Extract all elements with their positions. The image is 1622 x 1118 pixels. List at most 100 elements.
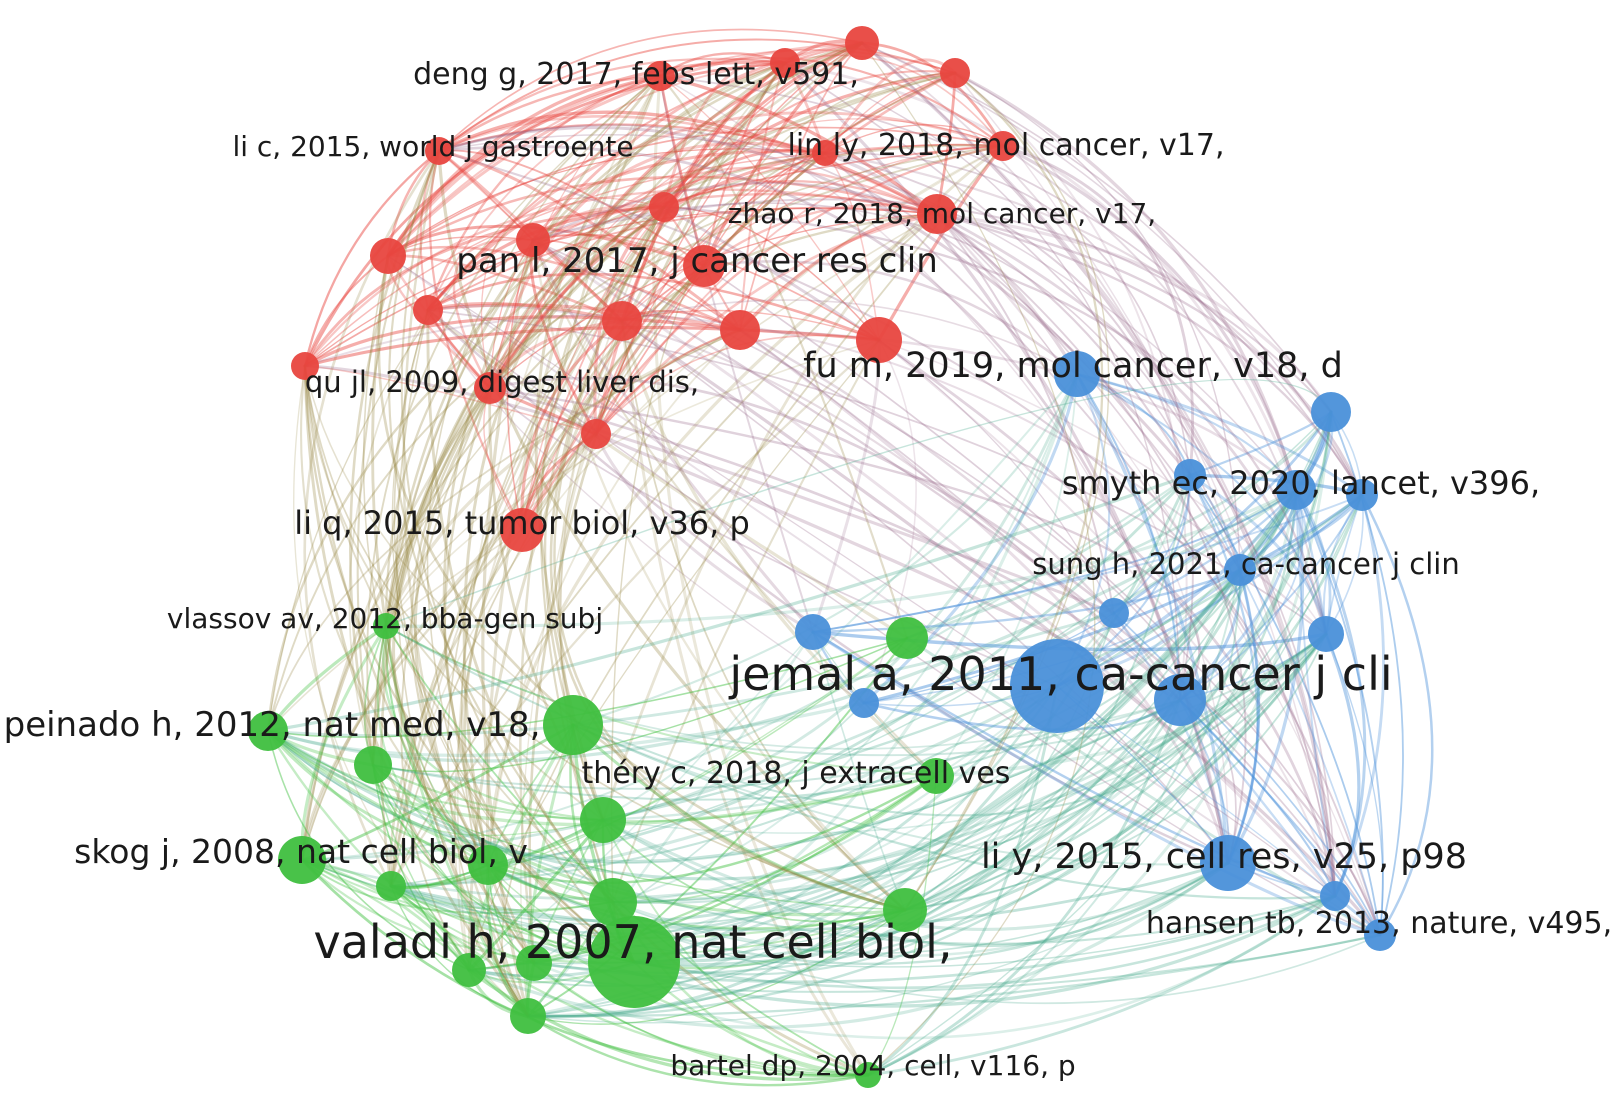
network-node-49[interactable] [452,953,486,987]
node-label-linly[interactable]: lin ly, 2018, mol cancer, v17, [788,128,1225,163]
network-link-326 [372,699,1181,790]
network-link-504 [1189,474,1381,936]
network-link-60 [387,126,1004,257]
network-node-10[interactable] [683,245,725,287]
network-node-11[interactable] [370,238,406,274]
network-link-490 [266,632,1328,881]
node-label-thery[interactable]: théry c, 2018, j extracell ves [582,756,1011,791]
network-node-0[interactable] [845,26,879,60]
network-node-12[interactable] [413,295,443,325]
network-node-39[interactable] [354,746,392,784]
network-node-36[interactable] [886,617,928,659]
network-link-175 [621,320,906,911]
network-node-29[interactable] [1010,639,1104,733]
node-label-pan[interactable]: pan l, 2017, j cancer res clin [456,241,938,281]
network-link-89 [438,149,705,267]
network-node-25[interactable] [1224,554,1256,586]
network-link-129 [390,213,938,887]
node-label-smyth[interactable]: smyth ec, 2020, lancet, v396, [1062,464,1540,502]
network-node-19[interactable] [500,508,544,552]
network-node-41[interactable] [580,797,626,843]
network-node-1[interactable] [940,58,970,88]
node-label-fum[interactable]: fu m, 2019, mol cancer, v18, d [803,346,1343,386]
network-node-4[interactable] [988,131,1018,161]
network-node-7[interactable] [649,192,679,222]
network-node-15[interactable] [856,317,902,363]
network-node-35[interactable] [373,613,399,639]
network-node-37[interactable] [543,695,603,755]
node-label-liy[interactable]: li y, 2015, cell res, v25, p98 [981,837,1467,877]
network-link-417 [371,71,957,767]
node-label-jemal[interactable]: jemal a, 2011, ca-cancer j cli [728,647,1392,701]
network-node-44[interactable] [376,871,406,901]
network-link-47 [386,74,662,258]
network-link-116 [738,212,939,332]
network-link-184 [384,328,742,628]
network-node-48[interactable] [588,916,680,1008]
network-node-22[interactable] [1174,459,1206,491]
network-node-16[interactable] [291,352,319,380]
network-node-46[interactable] [883,888,927,932]
network-link-365 [525,723,575,1018]
node-label-valadi[interactable]: valadi h, 2007, nat cell biol, [314,915,953,969]
network-link-352 [384,624,530,1018]
network-link-204 [303,364,636,964]
network-node-33[interactable] [1320,881,1350,911]
network-link-27 [301,72,956,861]
network-node-38[interactable] [248,711,288,751]
network-link-378 [486,774,938,885]
network-node-6[interactable] [425,137,453,165]
node-label-liq[interactable]: li q, 2015, tumor biol, v36, p [294,504,750,542]
node-label-zhao[interactable]: zhao r, 2018, mol cancer, v17, [728,197,1156,230]
network-node-30[interactable] [1154,674,1206,726]
network-node-3[interactable] [645,61,675,91]
node-label-skog[interactable]: skog j, 2008, nat cell biol, v [74,832,528,871]
network-node-42[interactable] [278,836,326,884]
network-link-182 [738,328,1230,865]
network-link-460 [303,364,536,965]
network-node-20[interactable] [1054,351,1100,397]
network-link-120 [935,212,1333,414]
node-label-lic[interactable]: li c, 2015, world j gastroente [232,130,633,163]
network-link-375 [372,764,470,971]
network-node-18[interactable] [581,419,611,449]
node-label-vlassov[interactable]: vlassov av, 2012, bba-gen subj [167,602,603,635]
network-node-31[interactable] [849,688,879,718]
network-node-27[interactable] [1308,616,1344,652]
network-node-8[interactable] [917,194,957,234]
network-link-111 [453,205,666,972]
network-node-23[interactable] [1276,470,1316,510]
network-node-5[interactable] [812,140,838,166]
network-node-51[interactable] [855,1062,881,1088]
network-link-388 [301,859,614,915]
network-node-14[interactable] [720,310,760,350]
network-node-26[interactable] [1099,598,1129,628]
network-node-9[interactable] [516,223,550,257]
network-node-2[interactable] [770,48,800,78]
node-label-sung[interactable]: sung h, 2021, ca-cancer j clin [1032,547,1459,581]
network-node-28[interactable] [795,614,831,650]
network-node-50[interactable] [510,998,546,1034]
network-node-32[interactable] [1200,835,1256,891]
node-label-deng[interactable]: deng g, 2017, febs lett, v591, [413,57,859,92]
node-label-hansen[interactable]: hansen tb, 2013, nature, v495, [1146,906,1612,941]
node-label-bartel[interactable]: bartel dp, 2004, cell, v116, p [670,1049,1075,1082]
network-link-524 [301,859,635,963]
network-link-467 [903,410,1333,912]
network-node-45[interactable] [589,878,637,926]
network-node-21[interactable] [1311,392,1351,432]
network-link-215 [385,433,597,627]
network-link-96 [438,134,1297,491]
network-node-13[interactable] [602,301,642,341]
network-node-43[interactable] [468,845,508,885]
network-link-506 [531,238,1382,937]
network-node-40[interactable] [918,758,954,794]
node-label-qu[interactable]: qu jl, 2009, digest liver dis, [305,365,699,399]
network-node-34[interactable] [1364,919,1396,951]
node-label-peinado[interactable]: peinado h, 2012, nat med, v18, [4,705,541,745]
network-link-192 [878,339,1336,897]
network-node-24[interactable] [1346,479,1378,511]
network-node-17[interactable] [474,372,506,404]
network-link-515 [372,72,956,766]
network-node-47[interactable] [516,945,552,981]
